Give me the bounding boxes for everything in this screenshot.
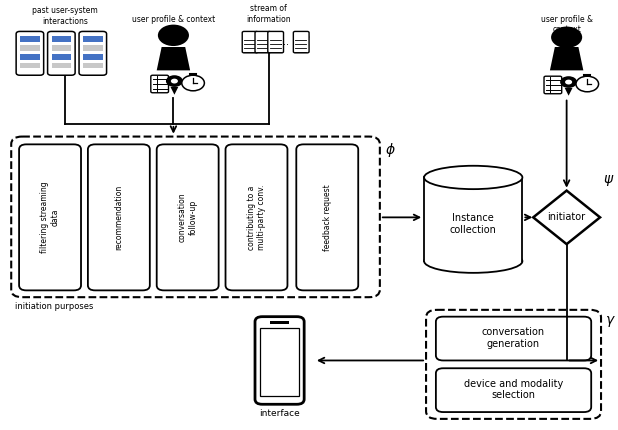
FancyBboxPatch shape bbox=[157, 144, 219, 290]
Circle shape bbox=[171, 79, 178, 83]
FancyBboxPatch shape bbox=[242, 31, 258, 53]
FancyBboxPatch shape bbox=[48, 31, 75, 75]
Text: stream of
information: stream of information bbox=[247, 4, 291, 24]
Text: conversation
generation: conversation generation bbox=[482, 327, 545, 349]
Circle shape bbox=[576, 76, 599, 92]
FancyBboxPatch shape bbox=[294, 31, 309, 53]
Bar bbox=[51, 63, 71, 68]
Bar bbox=[51, 45, 71, 51]
Text: contributing to a
multi-party conv.: contributing to a multi-party conv. bbox=[247, 184, 266, 250]
Bar bbox=[83, 63, 103, 68]
Circle shape bbox=[166, 75, 183, 87]
Polygon shape bbox=[252, 31, 258, 37]
Bar bbox=[269, 320, 289, 325]
Circle shape bbox=[158, 25, 189, 46]
FancyBboxPatch shape bbox=[436, 368, 591, 412]
FancyBboxPatch shape bbox=[88, 144, 150, 290]
Polygon shape bbox=[171, 87, 179, 95]
Bar bbox=[83, 36, 103, 42]
FancyBboxPatch shape bbox=[426, 310, 601, 419]
Text: ...: ... bbox=[280, 37, 289, 47]
Text: Instance
collection: Instance collection bbox=[450, 213, 497, 235]
Polygon shape bbox=[565, 88, 572, 96]
Bar bbox=[260, 329, 299, 396]
Bar bbox=[20, 36, 40, 42]
FancyBboxPatch shape bbox=[255, 31, 271, 53]
Text: device and modality
selection: device and modality selection bbox=[464, 379, 563, 400]
Polygon shape bbox=[277, 31, 284, 37]
Circle shape bbox=[560, 76, 577, 88]
Bar bbox=[51, 36, 71, 42]
Polygon shape bbox=[303, 31, 309, 37]
Polygon shape bbox=[265, 31, 271, 37]
Circle shape bbox=[565, 80, 572, 84]
Bar bbox=[20, 45, 40, 51]
FancyBboxPatch shape bbox=[151, 75, 169, 93]
Polygon shape bbox=[550, 47, 583, 71]
Text: $\gamma$: $\gamma$ bbox=[605, 314, 616, 329]
Polygon shape bbox=[157, 47, 190, 71]
FancyBboxPatch shape bbox=[544, 76, 562, 94]
FancyBboxPatch shape bbox=[79, 31, 106, 75]
Text: recommendation: recommendation bbox=[114, 185, 124, 250]
Circle shape bbox=[182, 75, 205, 91]
Text: interface: interface bbox=[259, 409, 300, 418]
Text: $\phi$: $\phi$ bbox=[385, 141, 396, 160]
FancyBboxPatch shape bbox=[11, 137, 380, 297]
Text: feedback request: feedback request bbox=[323, 184, 332, 251]
Bar bbox=[424, 178, 522, 261]
Bar bbox=[83, 45, 103, 51]
Bar bbox=[20, 54, 40, 60]
Ellipse shape bbox=[424, 166, 522, 189]
FancyBboxPatch shape bbox=[436, 316, 591, 360]
Bar bbox=[51, 54, 71, 60]
Text: filtering streaming
data: filtering streaming data bbox=[40, 181, 60, 253]
Text: past user-system
interactions: past user-system interactions bbox=[32, 6, 98, 25]
Text: initiator: initiator bbox=[548, 212, 586, 222]
Text: user profile &
context: user profile & context bbox=[541, 15, 593, 34]
FancyBboxPatch shape bbox=[296, 144, 358, 290]
FancyBboxPatch shape bbox=[226, 144, 287, 290]
Text: conversation
follow-up: conversation follow-up bbox=[178, 193, 197, 242]
FancyBboxPatch shape bbox=[16, 31, 44, 75]
Ellipse shape bbox=[424, 249, 522, 273]
FancyBboxPatch shape bbox=[255, 316, 304, 404]
Text: initiation purposes: initiation purposes bbox=[15, 302, 93, 311]
Polygon shape bbox=[533, 190, 600, 244]
FancyBboxPatch shape bbox=[268, 31, 284, 53]
Bar bbox=[83, 54, 103, 60]
Circle shape bbox=[551, 27, 582, 48]
FancyBboxPatch shape bbox=[19, 144, 81, 290]
Text: user profile & context: user profile & context bbox=[132, 15, 215, 24]
Bar bbox=[20, 63, 40, 68]
Text: $\psi$: $\psi$ bbox=[603, 173, 614, 187]
